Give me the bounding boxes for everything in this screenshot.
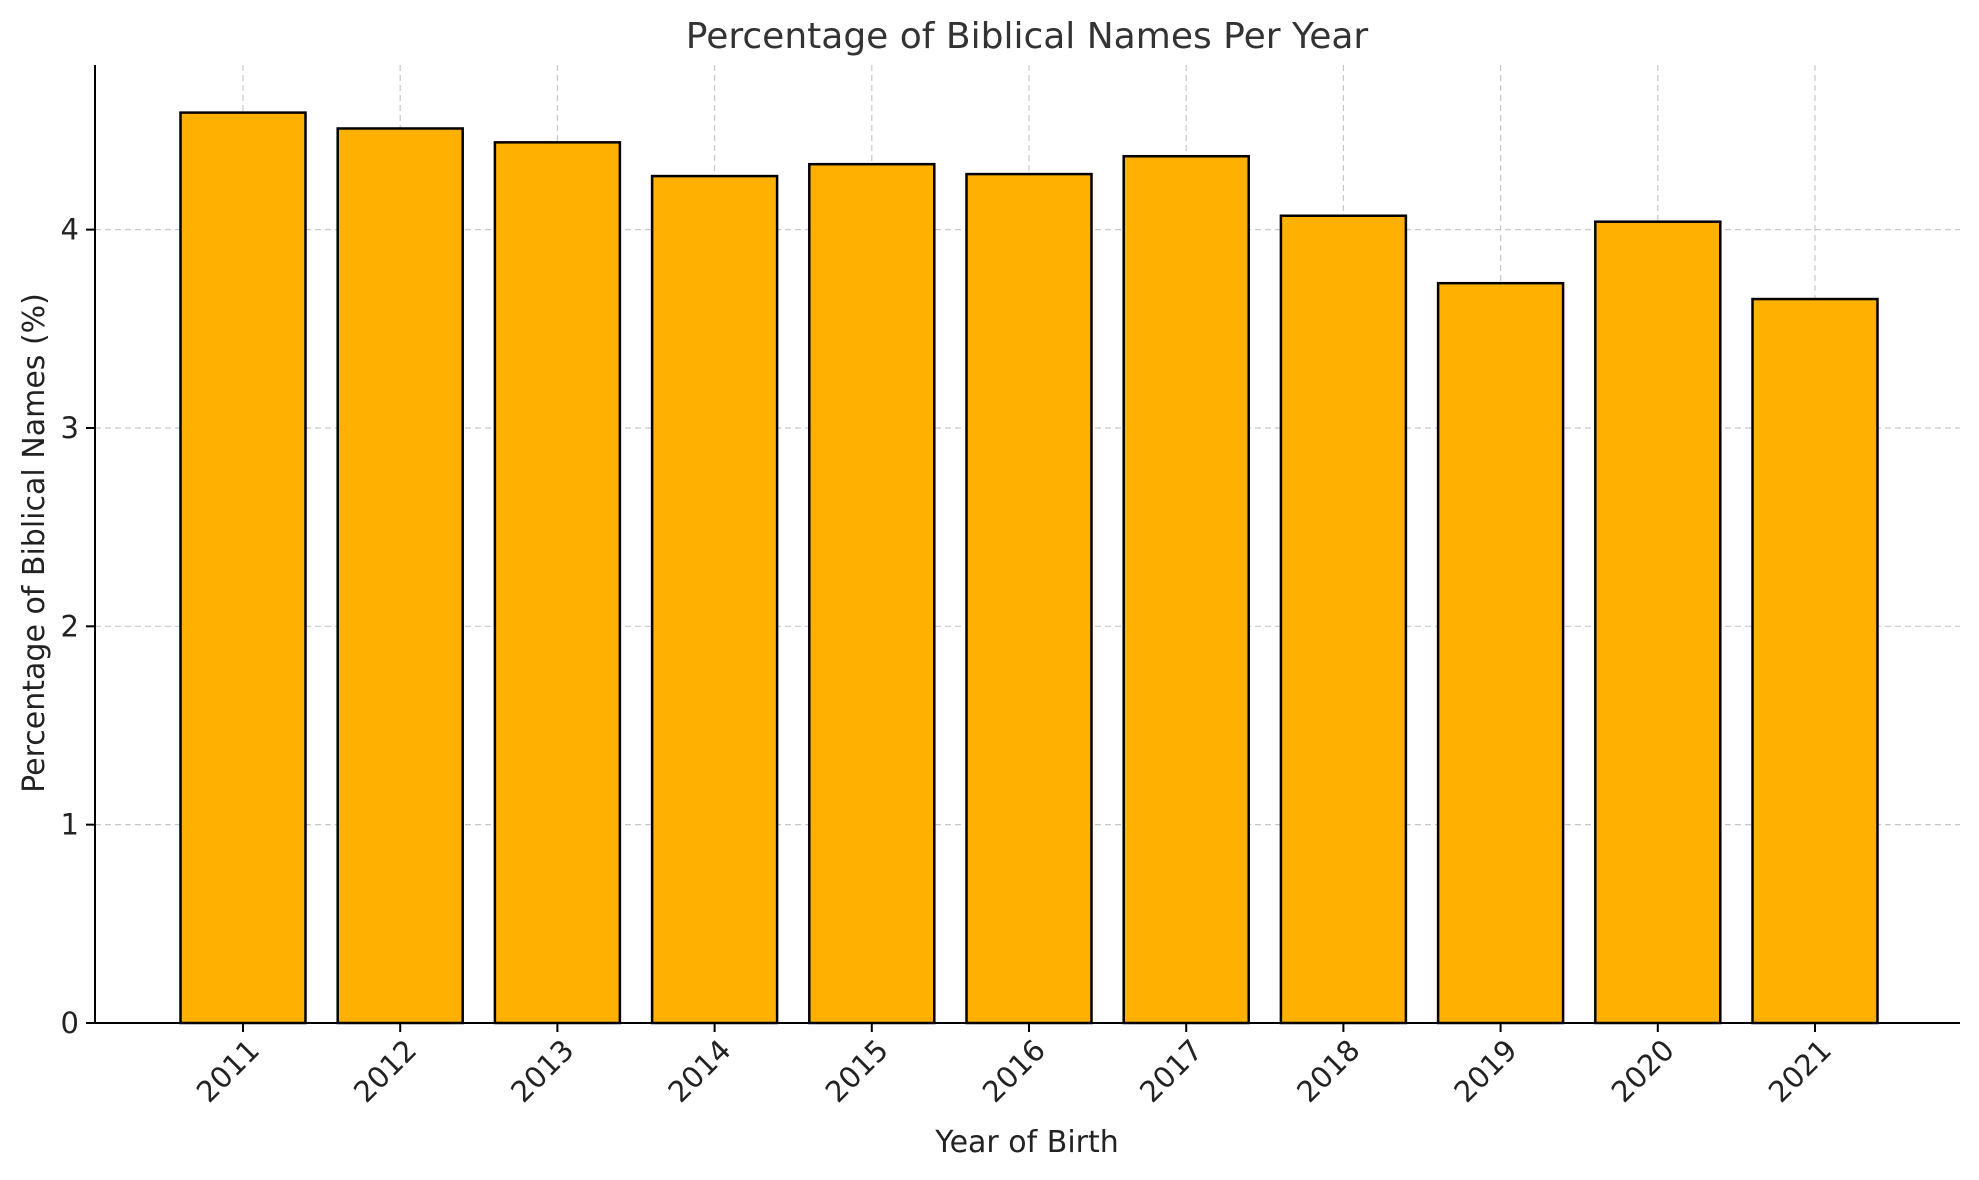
bar-2020 xyxy=(1594,220,1722,1025)
x-tick-label: 2015 xyxy=(819,1033,895,1109)
bar-2011 xyxy=(179,111,307,1025)
x-tick-label: 2017 xyxy=(1133,1033,1209,1109)
y-tick-label: 2 xyxy=(61,609,79,643)
bar-2015 xyxy=(808,162,936,1025)
y-tick-label: 1 xyxy=(61,808,79,842)
x-tick-label: 2011 xyxy=(190,1033,266,1109)
bar-2016 xyxy=(965,172,1093,1025)
y-tick-label: 3 xyxy=(61,411,79,445)
bar-2017 xyxy=(1122,154,1250,1025)
bars xyxy=(179,111,1879,1025)
x-tick-label: 2020 xyxy=(1605,1033,1681,1109)
y-tick-label: 0 xyxy=(61,1006,79,1040)
x-tick-label: 2016 xyxy=(976,1033,1052,1109)
tick-labels: 0 1 2 3 4 2011 2012 2013 2014 2015 2016 2017 2018 201… xyxy=(61,213,1838,1109)
chart-title: Percentage of Biblical Names Per Year xyxy=(686,16,1369,57)
bar-2014 xyxy=(650,174,779,1025)
x-tick-label: 2021 xyxy=(1762,1033,1838,1109)
y-tick-label: 4 xyxy=(61,213,79,247)
x-tick-label: 2019 xyxy=(1447,1033,1523,1109)
bar-2012 xyxy=(336,127,464,1025)
x-axis-label: Year of Birth xyxy=(934,1125,1119,1160)
x-tick-label: 2013 xyxy=(504,1033,580,1109)
x-tick-label: 2018 xyxy=(1290,1033,1366,1109)
bar-2018 xyxy=(1279,214,1408,1025)
bar-2019 xyxy=(1436,281,1565,1025)
bar-2013 xyxy=(493,141,622,1025)
bar-2021 xyxy=(1751,297,1879,1025)
x-tick-label: 2014 xyxy=(661,1033,737,1109)
x-tick-label: 2012 xyxy=(347,1033,423,1109)
y-axis-label: Percentage of Biblical Names (%) xyxy=(17,293,52,793)
axes xyxy=(86,65,1960,1032)
